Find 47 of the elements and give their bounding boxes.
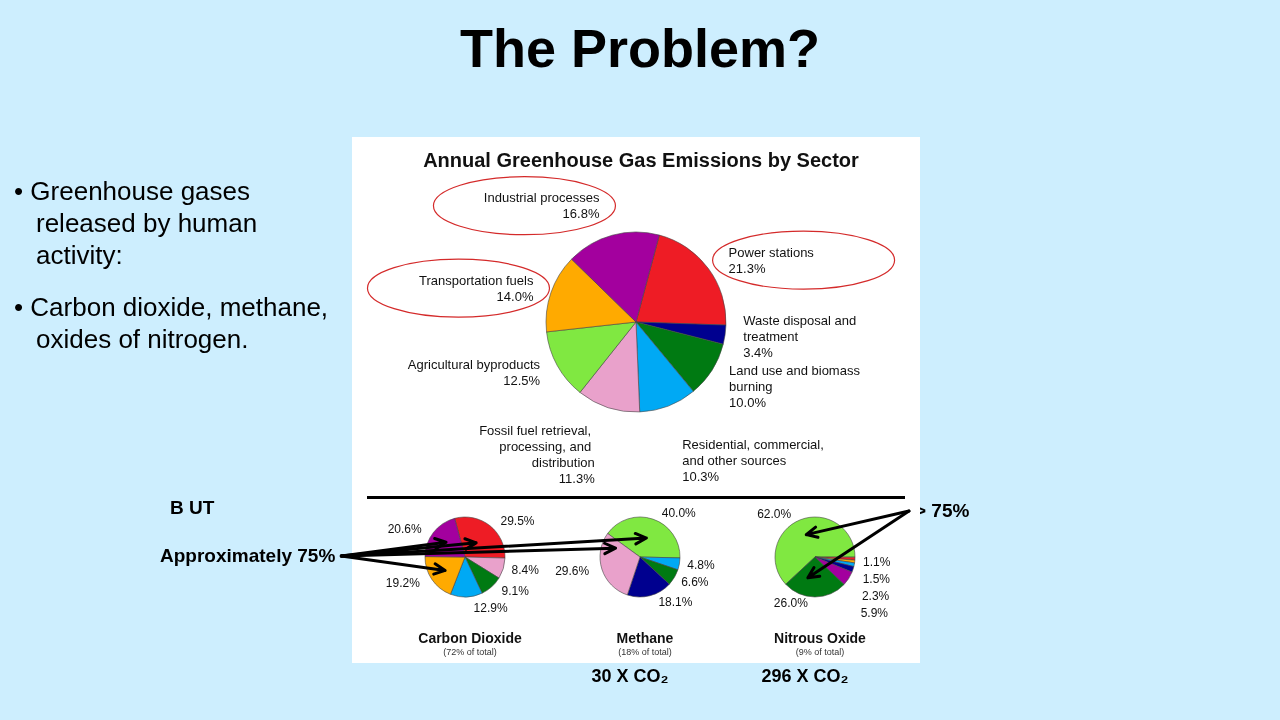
slice-label: Waste disposal and treatment	[743, 313, 860, 345]
slice-label: Residential, commercial, and other sources	[682, 437, 828, 469]
data-label: 10.3%	[682, 469, 720, 485]
slice-label: Land use and biomass burning	[729, 363, 864, 395]
text: • Greenhouse gases released by human activity:	[14, 175, 259, 271]
data-label: 12.9%	[473, 601, 508, 616]
data-label: 11.3%	[558, 470, 596, 486]
data-label: 4.8%	[687, 558, 716, 573]
slice-label: Fossil fuel retrieval, processing, and distribution	[479, 422, 595, 470]
text: 30 X CO₂	[591, 665, 669, 687]
text: The Problem?	[458, 17, 821, 80]
data-label: 19.2%	[385, 575, 421, 590]
data-label: 1.1%	[862, 555, 891, 570]
data-label: 26.0%	[773, 596, 809, 610]
slice-label: Industrial processes	[483, 190, 600, 206]
slice-label: Transportation fuels	[419, 272, 534, 288]
text: 296 X CO₂	[761, 665, 849, 687]
text: Approximately 75%	[160, 545, 336, 567]
data-label: 10.0%	[729, 395, 767, 411]
data-label: 40.0%	[661, 506, 697, 521]
data-label: 6.6%	[681, 575, 709, 590]
text: B UT	[170, 497, 215, 519]
data-label: 8.4%	[511, 563, 540, 578]
data-label: 20.6%	[387, 521, 422, 536]
text: Nitrous Oxide	[774, 630, 867, 646]
data-label: 12.5%	[503, 372, 541, 388]
data-label: 5.9%	[860, 606, 889, 621]
data-label: 14.0%	[496, 288, 534, 304]
text: (9% of total)	[795, 646, 845, 657]
data-label: 2.3%	[861, 589, 890, 604]
text: (72% of total)	[443, 646, 497, 657]
data-label: 62.0%	[757, 507, 792, 522]
data-label: 29.5%	[500, 513, 535, 528]
data-label: 21.3%	[728, 260, 766, 276]
text: • Carbon dioxide, methane, oxides of nitrogen.	[14, 291, 330, 355]
data-label: 29.6%	[555, 564, 590, 579]
slice-label: Agricultural byproducts	[407, 356, 541, 372]
data-label: 3.4%	[743, 345, 774, 361]
data-label: 16.8%	[562, 206, 600, 222]
chart-title: Annual Greenhouse Gas Emissions by Sector	[423, 149, 860, 171]
data-label: 1.5%	[862, 572, 891, 587]
slice-label: Power stations	[728, 244, 815, 260]
text: (18% of total)	[618, 646, 672, 657]
text: Carbon Dioxide	[418, 630, 522, 646]
text: Methane	[616, 630, 674, 646]
data-label: 18.1%	[658, 594, 693, 609]
data-label: 9.1%	[501, 584, 530, 599]
